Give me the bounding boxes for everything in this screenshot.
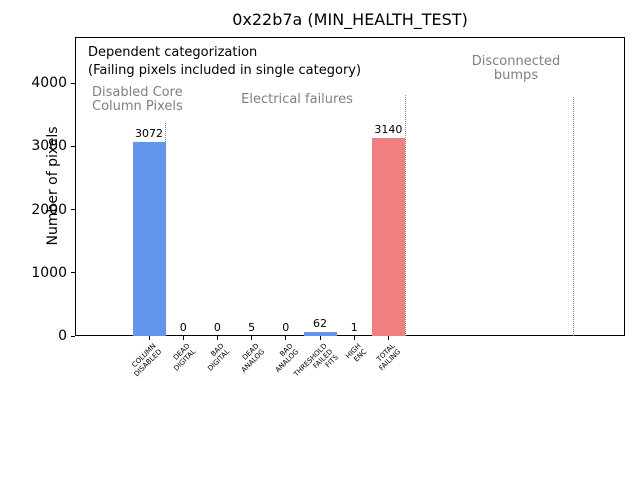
x-tick-mark xyxy=(251,336,253,340)
x-tick-mark xyxy=(148,336,150,340)
bar-value-label: 0 xyxy=(213,321,221,334)
x-tick-mark xyxy=(285,336,287,340)
y-tick-label: 1000 xyxy=(31,264,67,281)
plot-frame xyxy=(75,37,625,336)
bar-value-label: 1 xyxy=(350,320,358,334)
y-tick-mark xyxy=(71,272,75,274)
bar-value-label: 3140 xyxy=(374,122,403,136)
y-tick-label: 3000 xyxy=(31,138,67,155)
bar-value-label: 62 xyxy=(313,317,327,331)
group-label-disconnected-bumps: Disconnected bumps xyxy=(471,54,561,83)
group-label-disabled-core-column-pixels: Disabled Core Column Pixels xyxy=(92,85,183,114)
bar xyxy=(303,332,337,336)
group-separator-line xyxy=(573,97,574,336)
bar-value-label: 5 xyxy=(248,320,256,334)
y-tick-mark xyxy=(71,335,75,337)
group-separator-line xyxy=(165,123,166,336)
bar xyxy=(132,141,166,336)
chart-title: 0x22b7a (MIN_HEALTH_TEST) xyxy=(232,10,468,29)
bar-value-label: 0 xyxy=(179,321,187,334)
group-separator-line xyxy=(405,95,406,336)
x-tick-mark xyxy=(319,336,321,340)
y-tick-mark xyxy=(71,145,75,147)
y-tick-label: 0 xyxy=(58,328,67,344)
y-tick-label: 4000 xyxy=(31,75,67,92)
y-tick-mark xyxy=(71,209,75,211)
bar-value-label: 0 xyxy=(282,321,290,334)
x-tick-mark xyxy=(387,336,389,340)
annotation-subheading: (Failing pixels included in single categ… xyxy=(88,63,362,78)
group-label-electrical-failures: Electrical failures xyxy=(241,92,353,107)
bar xyxy=(371,137,405,336)
y-tick-label: 2000 xyxy=(31,201,67,218)
annotation-heading: Dependent categorization xyxy=(88,45,258,60)
x-tick-mark xyxy=(182,336,184,340)
x-tick-mark xyxy=(216,336,218,340)
bar-value-label: 3072 xyxy=(135,126,163,140)
x-tick-mark xyxy=(353,336,355,340)
y-tick-mark xyxy=(71,82,75,84)
